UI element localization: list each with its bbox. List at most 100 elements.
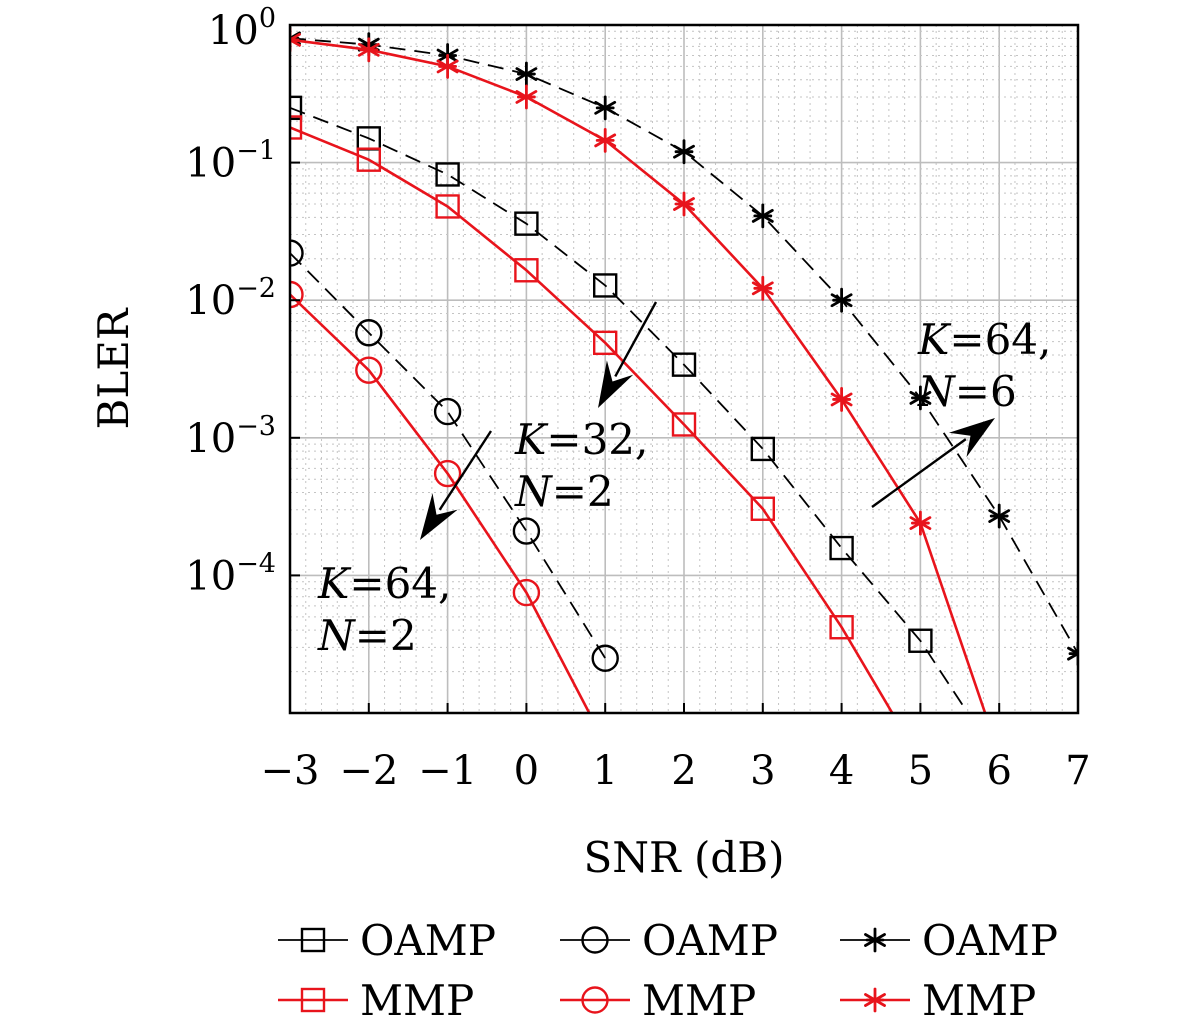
y-tick-label: 10−2 [185,273,276,324]
annotation-k64n2-line1: K=64, [317,559,451,608]
series-group [290,25,1078,713]
legend-marker [300,987,326,1013]
y-tick-base: 10 [185,278,236,324]
legend-label: MMP [922,976,1036,1025]
y-tick-base: 10 [208,8,259,54]
data-point-mmp-star [909,510,932,536]
annotation-value: =32, [546,415,648,464]
data-point-mmp-star [436,54,459,79]
x-tick-label: 3 [750,748,775,794]
data-point-oamp-square [908,628,933,653]
data-point-mmp-square [514,258,539,283]
x-tick-label: 1 [592,748,617,794]
y-tick-base: 10 [185,553,236,599]
data-point-oamp-circle [433,397,462,426]
arrow-shaft [871,438,967,508]
x-tick-label: −2 [339,748,398,794]
legend-label: OAMP [360,916,496,965]
annotation-value: =64, [349,559,451,608]
legend-label: MMP [360,976,474,1025]
series-line-mmp-circle [290,293,591,713]
arrow-head [948,418,995,458]
data-point-oamp-star [988,503,1011,529]
data-point-mmp-star [290,27,301,53]
marker-stroke [1067,646,1078,656]
y-tick-label: 10−4 [185,548,276,599]
y-tick-label: 100 [208,3,276,54]
annotation-value: =2 [355,611,417,660]
annotation-variable: K [317,559,352,608]
arrow-head [420,493,458,540]
legend: OAMP OAMP OAMP MMP MMP MMP [278,916,1058,1025]
x-axis-label: SNR (dB) [583,833,784,882]
marker-stroke [290,38,301,47]
data-point-oamp-square [435,162,460,187]
legend-label: OAMP [922,916,1058,965]
series-line-mmp-square [290,126,894,713]
series-line-mmp-star [290,38,987,713]
legend-marker [300,927,326,953]
y-tick-label: 10−1 [185,136,276,187]
data-point-oamp-square [829,535,854,561]
x-tick-label: 4 [829,748,854,794]
arrow-k64-n6 [871,418,995,508]
legend-entry-oamp-circle: OAMP [560,916,778,965]
arrow-shaft [438,430,493,511]
data-point-oamp-circle [355,319,383,347]
annotation-variable: N [917,367,956,416]
y-axis-label: BLER [89,307,138,429]
data-point-mmp-star [594,127,617,153]
data-point-oamp-circle [512,517,541,545]
data-point-oamp-star [594,95,617,121]
annotation-arrows [420,301,995,540]
legend-entry-oamp-star: OAMP [840,916,1058,965]
data-point-oamp-star [673,139,695,165]
data-point-oamp-star [909,385,932,411]
y-tick-base: 10 [185,141,236,187]
data-point-mmp-square [750,496,775,521]
annotation-k64n6-line1: K=64, [917,315,1051,364]
data-point-oamp-square [671,352,697,377]
y-tick-exponent: −3 [236,411,276,442]
annotation-variable: K [514,415,549,464]
arrow-k32-n2 [598,301,658,408]
legend-marker [864,927,886,953]
y-tick-exponent: −2 [236,273,276,304]
data-point-oamp-square [290,95,303,121]
arrow-shaft [614,301,658,377]
annotation-k64n6-line2: N=6 [917,367,1017,416]
data-point-mmp-star [673,191,695,217]
data-point-oamp-circle [290,239,304,267]
annotation-value: =2 [552,467,614,516]
data-point-oamp-star [1067,641,1078,667]
legend-label: OAMP [642,916,778,965]
data-point-mmp-square [593,330,618,356]
data-point-mmp-circle [355,356,383,384]
x-tick-label: 7 [1065,748,1090,794]
data-point-mmp-star [751,275,774,301]
x-tick-label: 2 [671,748,696,794]
legend-entry-mmp-circle: MMP [560,976,756,1025]
marker-stroke [290,32,301,42]
legend-entry-mmp-square: MMP [278,976,474,1025]
arrow-head [598,360,634,408]
data-point-oamp-circle [591,644,619,672]
marker-stroke [1067,652,1078,661]
data-point-oamp-square [750,436,775,462]
annotation-k64n2-line2: N=2 [317,611,417,660]
x-tick-label: 6 [986,748,1011,794]
y-tick-exponent: −1 [236,136,276,167]
data-point-oamp-star [515,61,538,87]
legend-marker [581,986,609,1014]
data-point-mmp-star [515,84,538,110]
legend-entry-mmp-star: MMP [840,976,1036,1025]
y-tick-base: 10 [185,416,236,462]
data-point-mmp-square [435,194,460,219]
annotation-variable: N [317,611,356,660]
x-tick-label: −3 [261,748,320,794]
x-tick-label: −1 [418,748,477,794]
legend-entry-oamp-square: OAMP [278,916,496,965]
data-point-oamp-square [514,211,539,236]
